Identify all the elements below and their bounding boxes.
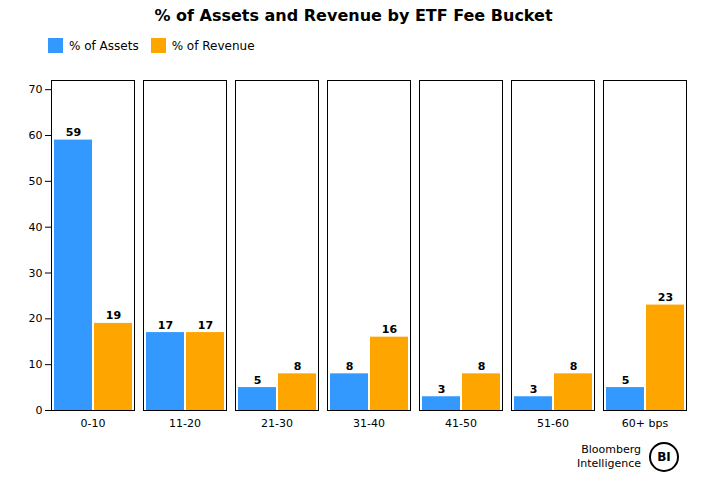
svg-text:60: 60 bbox=[29, 129, 43, 142]
svg-text:3: 3 bbox=[438, 383, 446, 396]
html-text:Bloomberg: Bloomberg bbox=[581, 442, 641, 456]
svg-text:60+ bps: 60+ bps bbox=[622, 417, 669, 430]
svg-text:50: 50 bbox=[29, 175, 43, 188]
svg-text:11-20: 11-20 bbox=[169, 417, 201, 430]
svg-text:40: 40 bbox=[29, 221, 43, 234]
svg-text:8: 8 bbox=[294, 360, 302, 373]
svg-text:8: 8 bbox=[570, 360, 578, 373]
svg-text:17: 17 bbox=[198, 319, 213, 332]
svg-text:20: 20 bbox=[29, 312, 43, 325]
svg-text:3: 3 bbox=[530, 383, 538, 396]
svg-text:30: 30 bbox=[29, 267, 43, 280]
svg-text:31-40: 31-40 bbox=[353, 417, 385, 430]
svg-text:8: 8 bbox=[478, 360, 486, 373]
svg-text:51-60: 51-60 bbox=[537, 417, 569, 430]
html-text:% of Assets and Revenue by ETF: % of Assets and Revenue by ETF Fee Bucke… bbox=[154, 6, 553, 25]
svg-text:16: 16 bbox=[382, 323, 398, 336]
svg-text:0: 0 bbox=[36, 404, 43, 417]
html-text:BI: BI bbox=[657, 450, 671, 464]
html-text:% of Assets: % of Assets bbox=[69, 38, 139, 53]
html-text:Intelligence: Intelligence bbox=[577, 457, 641, 470]
svg-text:41-50: 41-50 bbox=[445, 417, 477, 430]
svg-text:0-10: 0-10 bbox=[81, 417, 106, 430]
svg-text:8: 8 bbox=[346, 360, 354, 373]
svg-text:59: 59 bbox=[66, 126, 81, 139]
svg-text:23: 23 bbox=[658, 291, 673, 304]
html-text:% of Revenue: % of Revenue bbox=[171, 38, 255, 53]
svg-text:21-30: 21-30 bbox=[261, 417, 293, 430]
svg-text:17: 17 bbox=[158, 319, 173, 332]
svg-text:5: 5 bbox=[622, 374, 630, 387]
svg-text:5: 5 bbox=[254, 374, 262, 387]
svg-text:70: 70 bbox=[29, 83, 43, 96]
svg-text:10: 10 bbox=[29, 358, 43, 371]
svg-text:19: 19 bbox=[106, 309, 121, 322]
